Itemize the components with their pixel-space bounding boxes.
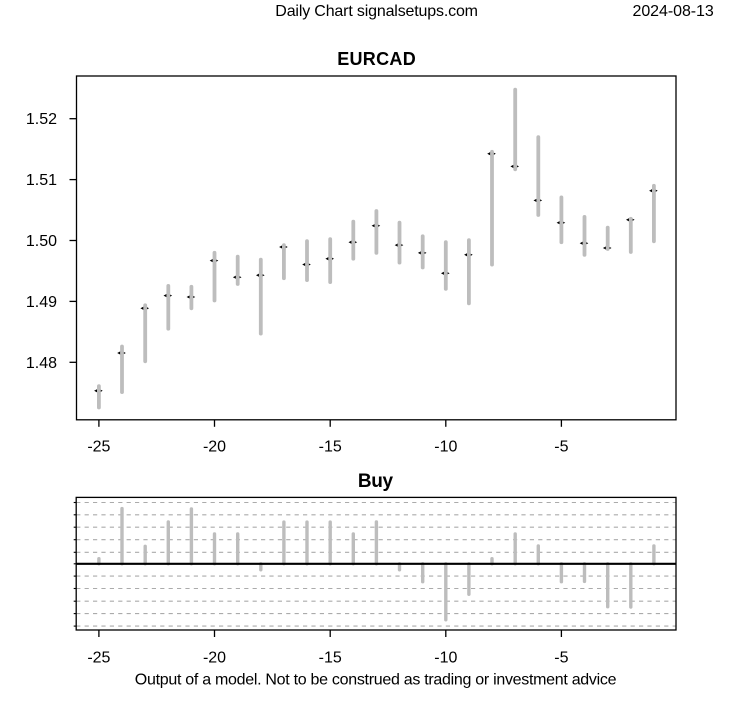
svg-text:-5: -5 (554, 650, 568, 667)
svg-text:-20: -20 (203, 439, 226, 456)
svg-text:-25: -25 (87, 439, 110, 456)
svg-text:1.48: 1.48 (26, 355, 57, 372)
svg-text:1.51: 1.51 (26, 172, 57, 189)
svg-text:Daily Chart signalsetups.com: Daily Chart signalsetups.com (275, 3, 478, 20)
svg-text:-5: -5 (554, 439, 568, 456)
svg-text:-25: -25 (87, 650, 110, 667)
svg-text:-15: -15 (319, 439, 342, 456)
svg-text:-20: -20 (203, 650, 226, 667)
svg-text:-10: -10 (434, 439, 457, 456)
svg-text:1.52: 1.52 (26, 111, 57, 128)
svg-text:-15: -15 (319, 650, 342, 667)
svg-text:EURCAD: EURCAD (337, 49, 416, 69)
svg-text:Buy: Buy (358, 471, 394, 492)
svg-text:Output of a model. Not to be c: Output of a model. Not to be construed a… (135, 672, 617, 689)
svg-text:1.49: 1.49 (26, 294, 57, 311)
svg-text:2024-08-13: 2024-08-13 (633, 3, 714, 20)
svg-text:1.50: 1.50 (26, 233, 57, 250)
svg-text:-10: -10 (434, 650, 457, 667)
